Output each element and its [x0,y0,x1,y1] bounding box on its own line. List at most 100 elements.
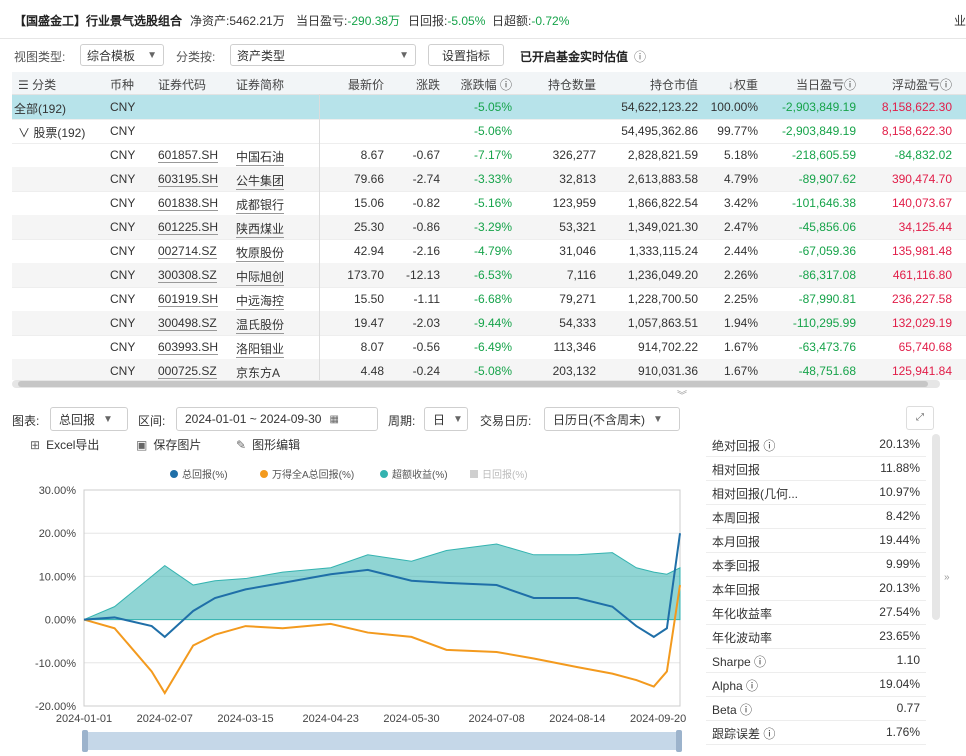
legend-excess[interactable]: 超额收益(%) [380,466,448,481]
col-chg[interactable]: 涨跌 [415,78,440,92]
cell-name[interactable]: 温氏股份 [236,318,285,334]
cell-chg: -2.16 [412,244,440,258]
scrollbar-thumb[interactable] [18,381,928,387]
chart-type-select[interactable]: 总回报 ▼ [50,407,128,431]
cell-name[interactable]: 洛阳钼业 [236,342,285,358]
col-price[interactable]: 最新价 [347,78,384,92]
col-name[interactable]: 证券简称 [236,78,285,92]
col-mkt-value[interactable]: 持仓市值 [649,78,698,92]
cell-name[interactable]: 公牛集团 [236,174,285,190]
x-tick-label: 2024-09-20 [630,713,686,725]
cell-code[interactable]: 601225.SH [158,220,219,235]
metric-row: 相对回报 11.88% [706,456,926,481]
excel-icon: ⊞ [30,438,41,452]
cell-currency: CNY [110,316,136,330]
x-tick-label: 2024-01-01 [56,713,112,725]
expand-icon[interactable]: ⤢ [906,406,934,430]
table-row[interactable]: CNY 002714.SZ 牧原股份 42.94 -2.16 -4.79% 31,046 1,… [12,239,966,264]
view-type-select[interactable]: 综合模板 ▼ [80,44,164,66]
col-code[interactable]: 证券代码 [158,78,207,92]
collapse-right-icon[interactable]: » [944,572,950,583]
cell-code[interactable]: 601857.SH [158,148,219,163]
vertical-scrollbar[interactable] [932,434,940,620]
cell-code[interactable]: 601919.SH [158,292,219,307]
topbar-right-text: 业 [953,14,966,28]
legend-daily-return[interactable]: 日回报(%) [470,466,528,481]
table-row[interactable]: CNY 300498.SZ 温氏股份 19.47 -2.03 -9.44% 54,333 1,… [12,311,966,336]
table-row[interactable]: CNY 603993.SH 洛阳钼业 8.07 -0.56 -6.49% 113,346 91… [12,335,966,360]
collapse-chevron-icon[interactable]: ︾ [677,391,687,402]
cell-code[interactable]: 603993.SH [158,340,219,355]
cell-weight: 5.18% [723,148,758,162]
cell-day-pnl: -218,605.59 [791,148,856,162]
cell-name[interactable]: 京东方A [236,366,281,380]
cell-name[interactable]: 中国石油 [236,150,285,166]
cell-weight: 1.94% [723,316,758,330]
edit-chart-button[interactable]: ✎ 图形编辑 [236,438,301,452]
metric-row: Beta ⓘ 0.77 [706,696,926,721]
col-chg-pct[interactable]: 涨跌幅 ⓘ [460,78,512,92]
portfolio-title: 【国盛金工】行业景气选股组合 [14,14,183,28]
cell-float-pnl: 236,227.58 [891,292,952,306]
cell-qty: 53,321 [559,220,596,234]
cell-code[interactable]: 300498.SZ [158,316,217,331]
cell-chg-pct: -3.29% [473,220,512,234]
cell-qty: 54,333 [559,316,596,330]
cell-code[interactable]: 300308.SZ [158,268,217,283]
cell-chg-pct: -6.49% [473,340,512,354]
col-float-pnl[interactable]: 浮动盈亏ⓘ [891,78,952,92]
cell-chg: -0.82 [412,196,440,210]
metric-row: Sharpe ⓘ 1.10 [706,648,926,673]
save-image-button[interactable]: ▣ 保存图片 [136,438,202,452]
range-brush[interactable] [82,730,682,752]
cell-name[interactable]: 牧原股份 [236,246,285,262]
table-row[interactable]: CNY 601225.SH 陕西煤业 25.30 -0.86 -3.29% 53,321 1,… [12,215,966,240]
cell-chg: -0.56 [412,340,440,354]
brush-handle-right[interactable] [676,730,682,752]
chart-controls: 图表: 总回报 ▼ 区间: 2024-01-01 ~ 2024-09-30 ▦ 周期… [0,404,966,434]
period-select[interactable]: 日 ▼ [424,407,468,431]
cell-price: 15.06 [353,196,384,210]
table-row[interactable]: CNY 000725.SZ 京东方A 4.48 -0.24 -5.08% 203,132 91… [12,359,966,380]
cell-code[interactable]: 000725.SZ [158,364,217,379]
col-day-pnl[interactable]: 当日盈亏ⓘ [795,78,856,92]
classify-select[interactable]: 资产类型 ▼ [230,44,416,66]
brush-handle-left[interactable] [82,730,88,752]
cell-code[interactable]: 603195.SH [158,172,219,187]
col-currency[interactable]: 币种 [110,78,135,92]
col-qty[interactable]: 持仓数量 [547,78,596,92]
horizontal-scrollbar[interactable] [12,380,940,388]
table-row-stocks[interactable]: ∨ 股票(192) CNY -5.06% 54,495,362.86 99.77… [12,119,966,144]
col-category[interactable]: ☰ 分类 [18,78,57,92]
cell-name[interactable]: 陕西煤业 [236,222,285,238]
settings-indicators-button[interactable]: 设置指标 [428,44,504,66]
cell-code[interactable]: 002714.SZ [158,244,217,259]
excel-export-button[interactable]: ⊞ Excel导出 [30,438,100,452]
legend-total-return[interactable]: 总回报(%) [170,466,228,481]
table-row-all[interactable]: 全部(192) CNY -5.05% 54,622,123.22 100.00%… [12,95,966,120]
y-tick-label: 30.00% [39,485,77,497]
cell-code[interactable]: 601838.SH [158,196,219,211]
table-row[interactable]: CNY 601919.SH 中远海控 15.50 -1.11 -6.68% 79,271 1,… [12,287,966,312]
cell-weight: 2.44% [723,244,758,258]
table-row[interactable]: CNY 300308.SZ 中际旭创 173.70 -12.13 -6.53% 7,116 1… [12,263,966,288]
info-icon[interactable]: ⓘ [634,50,647,64]
legend-wind-a[interactable]: 万得全A总回报(%) [260,466,354,481]
cell-weight: 2.25% [723,292,758,306]
metric-label: 相对回报 [712,463,761,477]
cell-name[interactable]: 中远海控 [236,294,285,310]
table-row[interactable]: CNY 601838.SH 成都银行 15.06 -0.82 -5.16% 123,959 1… [12,191,966,216]
date-range-picker[interactable]: 2024-01-01 ~ 2024-09-30 ▦ [176,407,378,431]
cell-currency: CNY [110,148,136,162]
calendar-select[interactable]: 日历日(不含周末) ▼ [544,407,680,431]
cell-name[interactable]: 中际旭创 [236,270,285,286]
metric-label: 本月回报 [712,535,761,549]
cell-float-pnl: -84,832.02 [894,148,952,162]
cell-currency: CNY [110,220,136,234]
legend-dot-icon [380,469,388,478]
table-row[interactable]: CNY 601857.SH 中国石油 8.67 -0.67 -7.17% 326,277 2,… [12,143,966,168]
col-weight[interactable]: ↓权重 [727,78,758,92]
cell-name[interactable]: 成都银行 [236,198,285,214]
table-row[interactable]: CNY 603195.SH 公牛集团 79.66 -2.74 -3.33% 32,813 2,… [12,167,966,192]
cell-currency: CNY [110,268,136,282]
